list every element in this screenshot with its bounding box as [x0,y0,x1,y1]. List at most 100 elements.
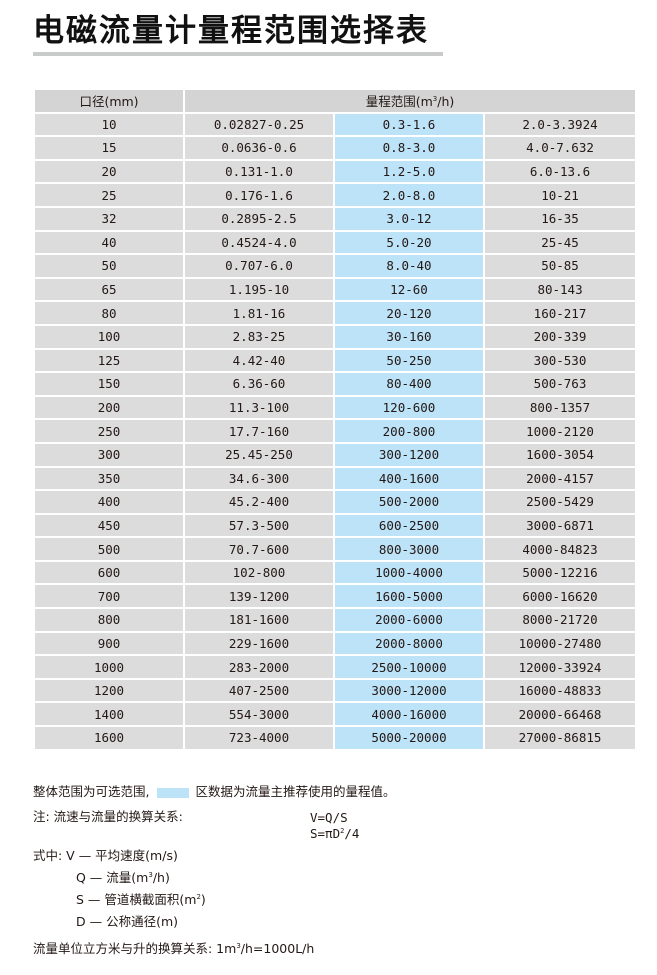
formula-s: S=πD2/4 [310,826,360,841]
range-low-cell: 139-1200 [185,585,333,608]
table-row: 10 0.02827-0.25 0.3-1.6 2.0-3.3924 [35,113,636,136]
range-recommended-cell: 300-1200 [335,443,483,466]
range-recommended-cell: 80-400 [335,373,483,395]
formula-v: V=Q/S [310,810,348,825]
range-recommended-cell: 5000-20000 [335,727,483,749]
range-low-cell: 34.6-300 [185,467,333,490]
diameter-cell: 600 [35,561,183,584]
diameter-cell: 700 [35,585,183,608]
range-recommended-cell: 20-120 [335,302,483,324]
range-high-cell: 1600-3054 [485,443,636,466]
range-low-cell: 283-2000 [185,656,333,678]
range-low-cell: 45.2-400 [185,491,333,513]
range-high-cell: 10000-27480 [485,632,636,655]
range-high-cell: 6000-16620 [485,585,636,608]
table-row: 150 6.36-60 80-400 500-763 [35,373,636,395]
range-low-cell: 0.0636-0.6 [185,137,333,159]
table-row: 700 139-1200 1600-5000 6000-16620 [35,585,636,608]
table-row: 1400 554-3000 4000-16000 20000-66468 [35,703,636,726]
range-high-cell: 2000-4157 [485,467,636,490]
legend-q: Q — 流量(m3/h) [76,870,170,885]
range-low-cell: 11.3-100 [185,396,333,419]
table-row: 25 0.176-1.6 2.0-8.0 10-21 [35,184,636,206]
diameter-cell: 1000 [35,656,183,678]
range-low-cell: 229-1600 [185,632,333,655]
range-high-cell: 25-45 [485,231,636,254]
range-high-cell: 160-217 [485,302,636,324]
range-low-cell: 554-3000 [185,703,333,726]
diameter-cell: 25 [35,184,183,206]
diameter-cell: 32 [35,207,183,230]
diameter-cell: 1600 [35,727,183,749]
diameter-cell: 65 [35,278,183,301]
range-recommended-cell: 2.0-8.0 [335,184,483,206]
range-low-cell: 181-1600 [185,609,333,631]
table-row: 1600 723-4000 5000-20000 27000-86815 [35,727,636,749]
diameter-cell: 150 [35,373,183,395]
range-low-cell: 102-800 [185,561,333,584]
diameter-cell: 20 [35,160,183,183]
table-row: 65 1.195-10 12-60 80-143 [35,278,636,301]
range-low-cell: 0.4524-4.0 [185,231,333,254]
range-high-cell: 12000-33924 [485,656,636,678]
range-high-cell: 4.0-7.632 [485,137,636,159]
range-low-cell: 1.81-16 [185,302,333,324]
table-row: 20 0.131-1.0 1.2-5.0 6.0-13.6 [35,160,636,183]
table-row: 450 57.3-500 600-2500 3000-6871 [35,514,636,537]
table-row: 900 229-1600 2000-8000 10000-27480 [35,632,636,655]
range-recommended-cell: 600-2500 [335,514,483,537]
range-high-cell: 20000-66468 [485,703,636,726]
diameter-cell: 100 [35,325,183,348]
range-high-cell: 4000-84823 [485,538,636,560]
range-recommended-cell: 400-1600 [335,467,483,490]
range-recommended-cell: 0.8-3.0 [335,137,483,159]
diameter-cell: 10 [35,113,183,136]
range-recommended-cell: 3000-12000 [335,679,483,702]
diameter-cell: 1200 [35,679,183,702]
diameter-cell: 500 [35,538,183,560]
legend-d: D — 公称通径(m) [76,914,179,929]
range-high-cell: 5000-12216 [485,561,636,584]
table-row: 40 0.4524-4.0 5.0-20 25-45 [35,231,636,254]
range-low-cell: 4.42-40 [185,349,333,372]
range-recommended-cell: 1600-5000 [335,585,483,608]
table-row: 32 0.2895-2.5 3.0-12 16-35 [35,207,636,230]
range-low-cell: 57.3-500 [185,514,333,537]
diameter-cell: 15 [35,137,183,159]
unit-conversion-note: 流量单位立方米与升的换算关系: 1m3/h=1000L/h [33,941,315,956]
range-low-cell: 2.83-25 [185,325,333,348]
recommended-swatch [157,787,190,798]
table-row: 100 2.83-25 30-160 200-339 [35,325,636,348]
table-row: 300 25.45-250 300-1200 1600-3054 [35,443,636,466]
range-low-cell: 407-2500 [185,679,333,702]
range-low-cell: 0.02827-0.25 [185,113,333,136]
table-row: 400 45.2-400 500-2000 2500-5429 [35,491,636,513]
diameter-cell: 1400 [35,703,183,726]
range-recommended-cell: 12-60 [335,278,483,301]
range-high-cell: 50-85 [485,255,636,277]
range-low-cell: 1.195-10 [185,278,333,301]
range-low-cell: 25.45-250 [185,443,333,466]
range-recommended-cell: 30-160 [335,325,483,348]
table-row: 1000 283-2000 2500-10000 12000-33924 [35,656,636,678]
range-recommended-cell: 4000-16000 [335,703,483,726]
range-low-cell: 0.131-1.0 [185,160,333,183]
range-recommended-cell: 1.2-5.0 [335,160,483,183]
table-row: 1200 407-2500 3000-12000 16000-48833 [35,679,636,702]
range-recommended-cell: 2500-10000 [335,656,483,678]
table-row: 600 102-800 1000-4000 5000-12216 [35,561,636,584]
range-high-cell: 16000-48833 [485,679,636,702]
range-recommended-cell: 2000-6000 [335,609,483,631]
range-recommended-cell: 3.0-12 [335,207,483,230]
range-table: 口径(mm) 量程范围(m3/h) 10 0.02827-0.25 0.3-1.6 2… [33,88,637,751]
table-body: 10 0.02827-0.25 0.3-1.6 2.0-3.3924 15 0.0636-… [35,113,636,749]
range-high-cell: 10-21 [485,184,636,206]
range-low-cell: 70.7-600 [185,538,333,560]
range-recommended-cell: 1000-4000 [335,561,483,584]
legend-s: S — 管道横截面积(m2) [76,892,206,907]
range-high-cell: 6.0-13.6 [485,160,636,183]
diameter-cell: 300 [35,443,183,466]
table-row: 200 11.3-100 120-600 800-1357 [35,396,636,419]
range-low-cell: 0.707-6.0 [185,255,333,277]
diameter-cell: 80 [35,302,183,324]
